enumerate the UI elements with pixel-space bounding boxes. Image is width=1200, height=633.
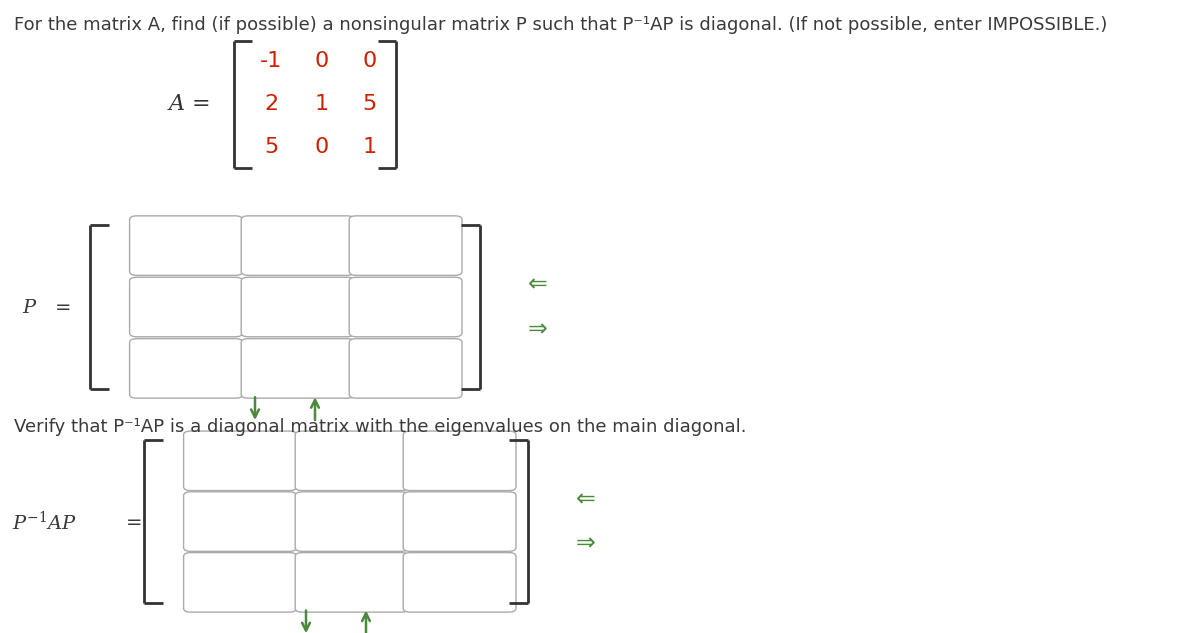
FancyBboxPatch shape [130, 339, 242, 398]
Text: =: = [126, 513, 143, 532]
FancyBboxPatch shape [403, 553, 516, 612]
Text: 2: 2 [264, 94, 278, 115]
Text: 1: 1 [362, 137, 377, 157]
FancyBboxPatch shape [349, 277, 462, 337]
FancyBboxPatch shape [184, 431, 296, 491]
FancyBboxPatch shape [295, 431, 408, 491]
Text: $P$: $P$ [22, 298, 37, 316]
Text: -1: -1 [260, 51, 282, 72]
FancyBboxPatch shape [130, 277, 242, 337]
Text: 0: 0 [314, 51, 329, 72]
FancyBboxPatch shape [295, 553, 408, 612]
FancyBboxPatch shape [184, 492, 296, 551]
Text: Verify that P⁻¹AP is a diagonal matrix with the eigenvalues on the main diagonal: Verify that P⁻¹AP is a diagonal matrix w… [14, 418, 746, 436]
Text: 5: 5 [264, 137, 278, 157]
FancyBboxPatch shape [295, 492, 408, 551]
FancyBboxPatch shape [349, 216, 462, 275]
FancyBboxPatch shape [403, 431, 516, 491]
FancyBboxPatch shape [241, 339, 354, 398]
Text: 0: 0 [314, 137, 329, 157]
Text: ⇒: ⇒ [528, 317, 547, 341]
Text: 0: 0 [362, 51, 377, 72]
Text: $A$: $A$ [167, 94, 186, 115]
Text: ⇐: ⇐ [576, 487, 595, 511]
Text: $P^{-1}AP$: $P^{-1}AP$ [12, 511, 77, 534]
Text: ⇒: ⇒ [576, 532, 595, 556]
Text: 1: 1 [314, 94, 329, 115]
Text: =: = [192, 94, 211, 115]
FancyBboxPatch shape [184, 553, 296, 612]
FancyBboxPatch shape [403, 492, 516, 551]
FancyBboxPatch shape [130, 216, 242, 275]
FancyBboxPatch shape [241, 277, 354, 337]
Text: For the matrix A, find (if possible) a nonsingular matrix P such that P⁻¹AP is d: For the matrix A, find (if possible) a n… [14, 16, 1108, 34]
FancyBboxPatch shape [241, 216, 354, 275]
Text: ⇐: ⇐ [528, 273, 547, 297]
FancyBboxPatch shape [349, 339, 462, 398]
Text: =: = [55, 298, 72, 316]
Text: 5: 5 [362, 94, 377, 115]
